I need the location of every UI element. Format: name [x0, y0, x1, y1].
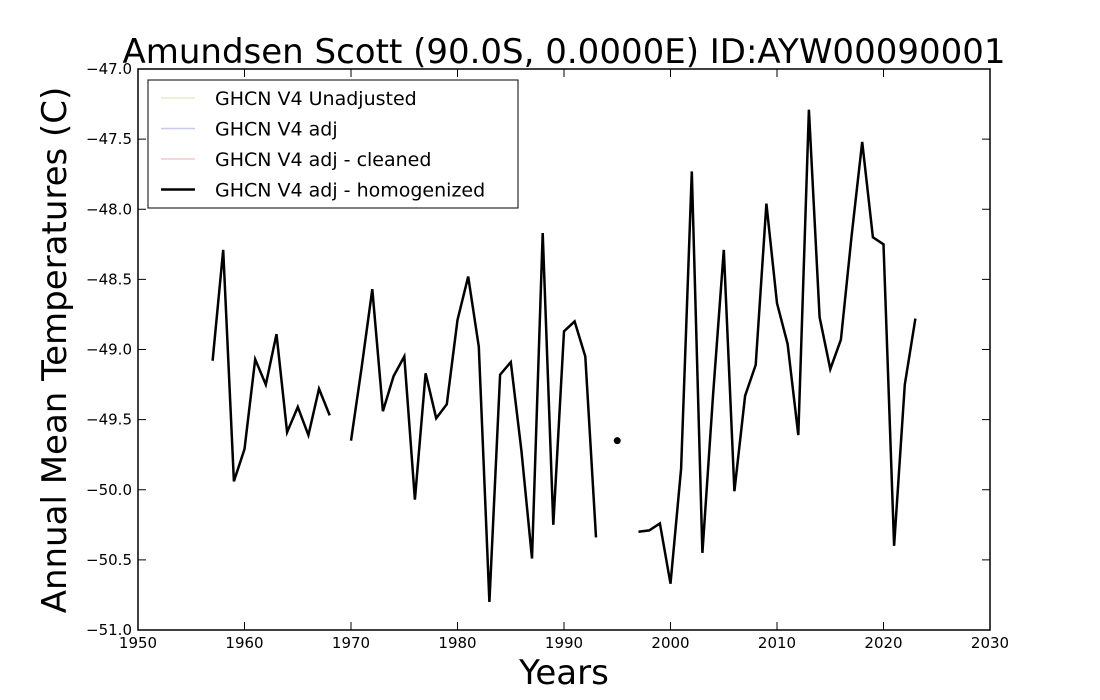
y-tick-label: −47.5 — [86, 130, 132, 148]
legend-items: GHCN V4 Unadjusted GHCN V4 adj GHCN V4 adj… — [161, 88, 485, 202]
legend-label: GHCN V4 adj — [215, 119, 338, 141]
series-point — [613, 437, 621, 445]
y-tick-label: −49.5 — [86, 411, 132, 429]
y-tick-label: −48.5 — [86, 270, 132, 288]
y-axis-label: Annual Mean Temperatures (C) — [35, 87, 75, 614]
x-tick-label: 1990 — [545, 634, 583, 652]
y-tick-label: −47.0 — [86, 60, 132, 78]
legend-label: GHCN V4 adj - cleaned — [215, 149, 431, 171]
y-tick-label: −50.0 — [86, 481, 132, 499]
legend-box — [147, 79, 519, 209]
x-tick-label: 1980 — [438, 634, 476, 652]
x-tick-label: 2030 — [971, 634, 1009, 652]
legend: GHCN V4 Unadjusted GHCN V4 adj GHCN V4 adj… — [147, 79, 519, 209]
series-line — [349, 233, 598, 602]
ticks-layer: 1950 1960 1970 1980 1990 2000 2010 2020 2030 −47.… — [86, 60, 1009, 652]
x-tick-label: 1970 — [332, 634, 370, 652]
y-tick-label: −49.0 — [86, 341, 132, 359]
y-tick-label: −50.5 — [86, 551, 132, 569]
y-tick-label: −48.0 — [86, 200, 132, 218]
series-layer — [211, 109, 917, 602]
x-tick-label: 2010 — [758, 634, 796, 652]
y-tick-label: −51.0 — [86, 621, 132, 639]
series-line — [638, 109, 917, 584]
chart-title: Amundsen Scott (90.0S, 0.0000E) ID:AYW00… — [122, 32, 1005, 72]
legend-label: GHCN V4 adj - homogenized — [215, 180, 485, 202]
legend-label: GHCN V4 Unadjusted — [215, 88, 417, 110]
x-tick-label: 1950 — [119, 634, 157, 652]
x-tick-label: 1960 — [225, 634, 263, 652]
x-axis-label: Years — [518, 653, 609, 693]
series-line — [211, 249, 331, 482]
x-tick-label: 2000 — [651, 634, 689, 652]
x-tick-label: 2020 — [864, 634, 902, 652]
